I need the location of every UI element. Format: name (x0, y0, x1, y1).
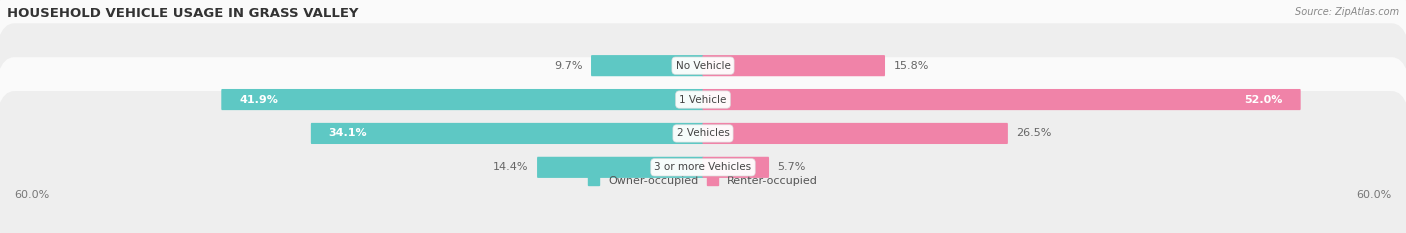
Text: No Vehicle: No Vehicle (675, 61, 731, 71)
Text: 14.4%: 14.4% (494, 162, 529, 172)
FancyBboxPatch shape (311, 123, 703, 144)
FancyBboxPatch shape (703, 89, 1301, 110)
FancyBboxPatch shape (537, 157, 703, 178)
FancyBboxPatch shape (703, 157, 769, 178)
FancyBboxPatch shape (0, 57, 1406, 210)
FancyBboxPatch shape (703, 123, 1008, 144)
Text: 26.5%: 26.5% (1017, 128, 1052, 138)
Legend: Owner-occupied, Renter-occupied: Owner-occupied, Renter-occupied (586, 174, 820, 188)
Text: 1 Vehicle: 1 Vehicle (679, 95, 727, 105)
Text: 60.0%: 60.0% (1357, 190, 1392, 200)
Text: HOUSEHOLD VEHICLE USAGE IN GRASS VALLEY: HOUSEHOLD VEHICLE USAGE IN GRASS VALLEY (7, 7, 359, 20)
FancyBboxPatch shape (0, 0, 1406, 142)
FancyBboxPatch shape (703, 55, 884, 76)
Text: 34.1%: 34.1% (329, 128, 367, 138)
Text: 9.7%: 9.7% (554, 61, 582, 71)
Text: 5.7%: 5.7% (778, 162, 806, 172)
Text: 60.0%: 60.0% (14, 190, 49, 200)
Text: 2 Vehicles: 2 Vehicles (676, 128, 730, 138)
Text: 15.8%: 15.8% (894, 61, 929, 71)
Text: 41.9%: 41.9% (239, 95, 278, 105)
FancyBboxPatch shape (0, 23, 1406, 176)
FancyBboxPatch shape (591, 55, 703, 76)
FancyBboxPatch shape (221, 89, 703, 110)
FancyBboxPatch shape (0, 91, 1406, 233)
Text: 52.0%: 52.0% (1244, 95, 1282, 105)
Text: 3 or more Vehicles: 3 or more Vehicles (654, 162, 752, 172)
Text: Source: ZipAtlas.com: Source: ZipAtlas.com (1295, 7, 1399, 17)
